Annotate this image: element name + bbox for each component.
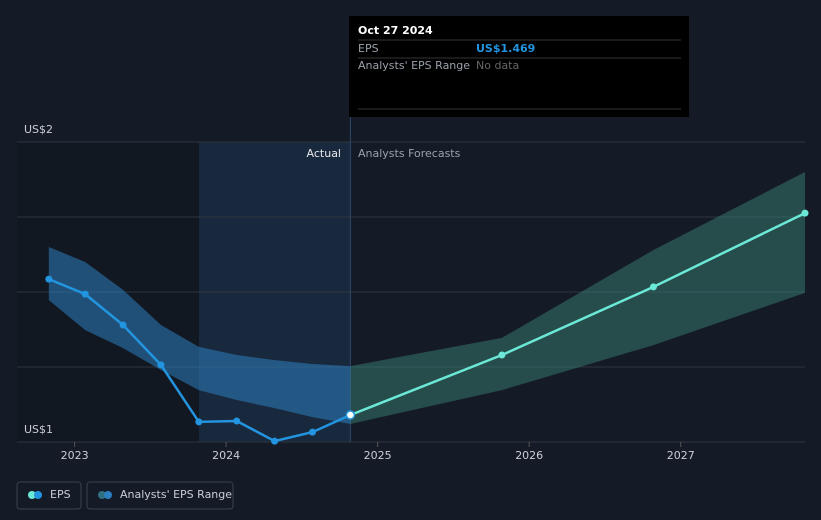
range-band xyxy=(48,247,351,424)
plot: US$1 US$2 2023 2024 2025 2026 2027 xyxy=(24,117,809,462)
x-tick-label: 2026 xyxy=(515,449,543,462)
eps-point xyxy=(801,209,809,217)
eps-point xyxy=(498,351,506,359)
tooltip-box xyxy=(349,16,689,117)
eps-point xyxy=(309,428,316,436)
legend-item[interactable] xyxy=(16,481,82,510)
legend: EPS Analysts' EPS Range xyxy=(16,481,234,510)
legend-swatch xyxy=(98,491,106,499)
eps-point xyxy=(157,361,165,369)
x-tick-label: 2025 xyxy=(364,449,392,462)
x-tick-label: 2027 xyxy=(667,449,695,462)
eps-line xyxy=(349,211,806,417)
eps-point xyxy=(81,290,89,298)
eps-point xyxy=(345,410,356,420)
eps-point xyxy=(649,283,657,291)
tooltip-range-value: No data xyxy=(476,59,519,72)
x-tick-label: 2023 xyxy=(61,449,89,462)
tooltip-eps-value: US$1.469 xyxy=(476,42,535,55)
legend-swatch xyxy=(28,491,36,499)
legend-label: Analysts' EPS Range xyxy=(120,488,232,501)
y-tick-label: US$2 xyxy=(24,123,53,136)
eps-point xyxy=(195,418,203,426)
legend-swatch xyxy=(34,491,42,499)
y-tick-label: US$1 xyxy=(24,423,53,436)
tooltip-eps-label: EPS xyxy=(358,42,379,55)
forecast-label: Analysts Forecasts xyxy=(358,147,461,160)
plot-back xyxy=(17,141,805,443)
legend-item[interactable] xyxy=(86,481,234,510)
legend-swatch xyxy=(104,491,112,499)
eps-point xyxy=(271,437,279,445)
x-tick-label: 2024 xyxy=(212,449,240,462)
tooltip-range-label: Analysts' EPS Range xyxy=(358,59,470,72)
eps-point xyxy=(119,321,127,329)
tooltip: Oct 27 2024 EPS US$1.469 Analysts' EPS R… xyxy=(349,16,689,117)
eps-point xyxy=(233,417,241,425)
legend-label: EPS xyxy=(50,488,71,501)
actual-label: Actual xyxy=(307,147,341,160)
range-band xyxy=(350,172,805,424)
tooltip-date: Oct 27 2024 xyxy=(358,24,433,37)
eps-point xyxy=(45,275,53,283)
